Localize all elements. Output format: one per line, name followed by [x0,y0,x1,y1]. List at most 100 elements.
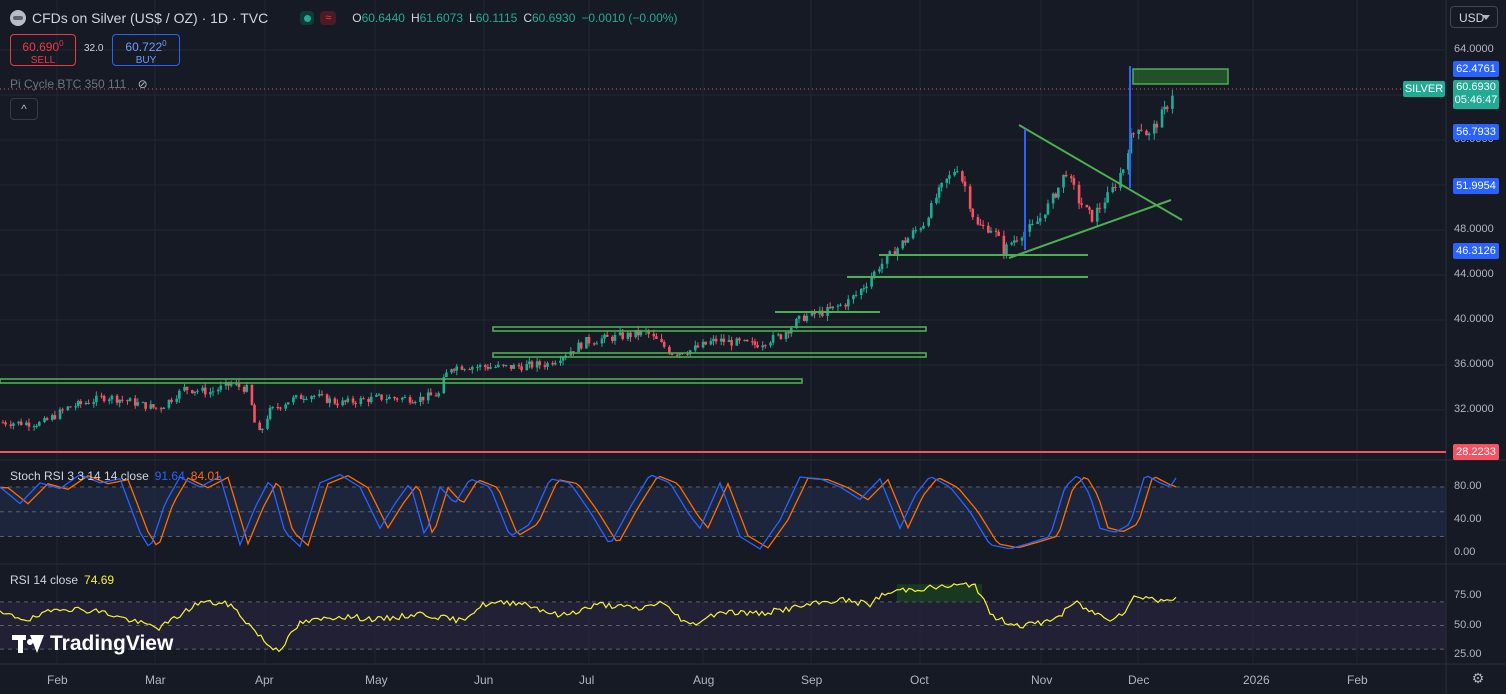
candle-body [1145,130,1148,136]
candle-body [859,289,863,295]
candle-body [1095,207,1099,222]
stoch-rsi-header[interactable]: Stoch RSI 3 3 14 14 close 91.64 84.01 [10,469,221,483]
candle-body [880,263,884,270]
candle-body [530,361,534,368]
collapse-button[interactable]: ^ [10,98,38,120]
candle-body [227,382,230,386]
candle-body [502,364,505,366]
candle-body [600,338,604,344]
candle-body [854,294,858,296]
stoch-d-value: 84.01 [190,469,221,483]
candle-body [253,404,256,423]
open-value: 60.6440 [361,11,405,25]
candle-body [128,398,132,402]
candle-body [489,367,492,369]
currency-select[interactable]: USD [1450,6,1498,28]
candle-body [764,345,767,347]
candle-body [468,369,472,371]
candle-body [634,330,637,338]
symbol-title[interactable]: CFDs on Silver (US$ / OZ) · 1D · TVC [32,10,269,26]
rsi-tick: 75.00 [1454,589,1482,601]
rsi-header[interactable]: RSI 14 close 74.69 [10,573,115,587]
candle-body [149,404,153,409]
candle-body [945,178,949,183]
candle-body [559,360,562,363]
candle-body [66,406,70,411]
candle-body [336,403,339,406]
candle-body [1147,133,1151,136]
candle-body [509,365,513,369]
candle-body [722,338,726,343]
candle-body [797,315,801,319]
eye-crossed-icon[interactable]: ⊘ [137,77,148,91]
drawings-layer [0,66,1446,453]
buy-button[interactable]: 60.7220 BUY [112,34,180,66]
candle-body [1085,204,1089,208]
market-open-icon[interactable] [300,11,315,25]
settings-gear-icon[interactable]: ⚙ [1471,670,1485,686]
candle-body [753,341,757,345]
candle-body [434,395,438,397]
time-tick: Dec [1128,673,1150,687]
candle-body [216,389,220,392]
candle-body [343,400,347,402]
candle-body [948,175,951,179]
candle-body [976,217,980,225]
price-tick: 32.0000 [1454,403,1494,415]
candle-body [1171,95,1174,109]
candle-body [58,409,62,419]
spread-value: 32.0 [84,43,104,54]
candle-body [126,400,129,402]
candle-body [84,402,88,405]
candle-body [367,398,370,403]
candle-body [636,330,640,336]
candle-body [1111,186,1115,193]
candle-body [190,390,194,394]
candle-body [209,392,212,395]
candle-body [686,354,689,356]
candle-body [1121,169,1125,173]
candle-body [696,345,700,348]
candle-body [478,365,482,367]
candle-body [961,171,964,182]
triangle-lower-line [1008,199,1172,259]
time-tick: Apr [255,673,274,687]
sell-button[interactable]: 60.6900 SELL [10,34,76,66]
candle-body [603,334,606,339]
candle-body [79,401,83,405]
candle-body [74,406,77,408]
candle-body [118,399,121,403]
symbol-header[interactable]: CFDs on Silver (US$ / OZ) · 1D · TVC ≈ O… [10,8,677,28]
time-tick: Jun [474,673,494,687]
symbol-price-tag: SILVER [1403,81,1445,97]
candle-body [429,392,433,396]
price-level-label: 62.4761 [1453,61,1499,77]
candle-body [1165,106,1169,109]
candle-body [745,339,749,342]
candle-body [110,395,114,400]
candle-body [662,342,666,347]
candle-body [100,395,103,397]
candle-body [237,383,241,387]
candle-body [12,423,15,426]
candle-body [351,398,355,403]
candle-body [885,254,889,264]
candle-body [989,230,993,233]
time-tick: Feb [1347,673,1368,687]
candle-body [577,342,580,353]
candle-body [906,238,910,243]
candle-body [388,396,391,400]
candle-body [437,393,440,397]
candle-body [50,415,54,420]
candle-body [1015,240,1019,242]
hidden-indicator-label[interactable]: Pi Cycle BTC 350 111 ⊘ [10,77,148,91]
price-level-label: 56.7933 [1453,124,1499,140]
candle-body [1036,221,1039,224]
time-tick: Jul [579,673,595,687]
candle-body [120,399,124,401]
candle-body [585,337,588,349]
candle-body [784,332,788,340]
candle-body [362,398,365,400]
replay-wave-icon[interactable]: ≈ [320,11,337,25]
